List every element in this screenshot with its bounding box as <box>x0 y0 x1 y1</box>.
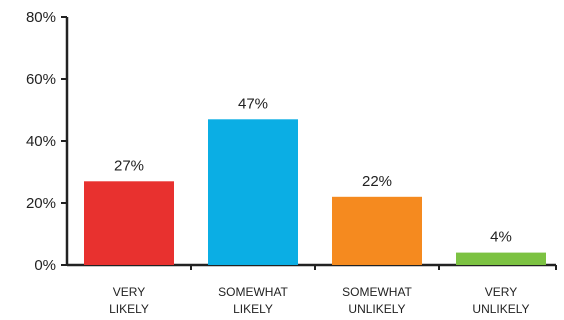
category-labels: VERY LIKELY SOMEWHAT LIKELY SOMEWHAT UNLIKELY… <box>109 285 529 316</box>
data-labels: 27% 47% 22% 4% <box>114 95 512 245</box>
y-tick-label: 40% <box>26 133 56 150</box>
data-label: 4% <box>490 229 512 246</box>
data-label: 47% <box>238 95 268 112</box>
x-tick-label: VERY UNLIKELY <box>472 285 529 316</box>
y-tick-label: 0% <box>34 257 56 274</box>
y-tick-label: 20% <box>26 195 56 212</box>
x-tick-label: VERY LIKELY <box>109 285 149 316</box>
y-tick-label: 80% <box>26 9 56 26</box>
bar <box>456 252 546 265</box>
y-tick-label: 60% <box>26 71 56 88</box>
chart-bars <box>84 119 546 265</box>
x-tick-label: SOMEWHAT LIKELY <box>218 285 288 316</box>
bar <box>84 181 174 265</box>
x-tick-label: SOMEWHAT UNLIKELY <box>342 285 412 316</box>
bar <box>208 119 298 265</box>
data-label: 22% <box>362 173 392 190</box>
data-label: 27% <box>114 157 144 174</box>
bar <box>332 196 422 265</box>
y-axis-ticks: 0% 20% 40% 60% 80% <box>26 9 67 274</box>
